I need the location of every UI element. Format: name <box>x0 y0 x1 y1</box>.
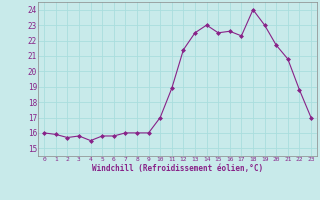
X-axis label: Windchill (Refroidissement éolien,°C): Windchill (Refroidissement éolien,°C) <box>92 164 263 173</box>
